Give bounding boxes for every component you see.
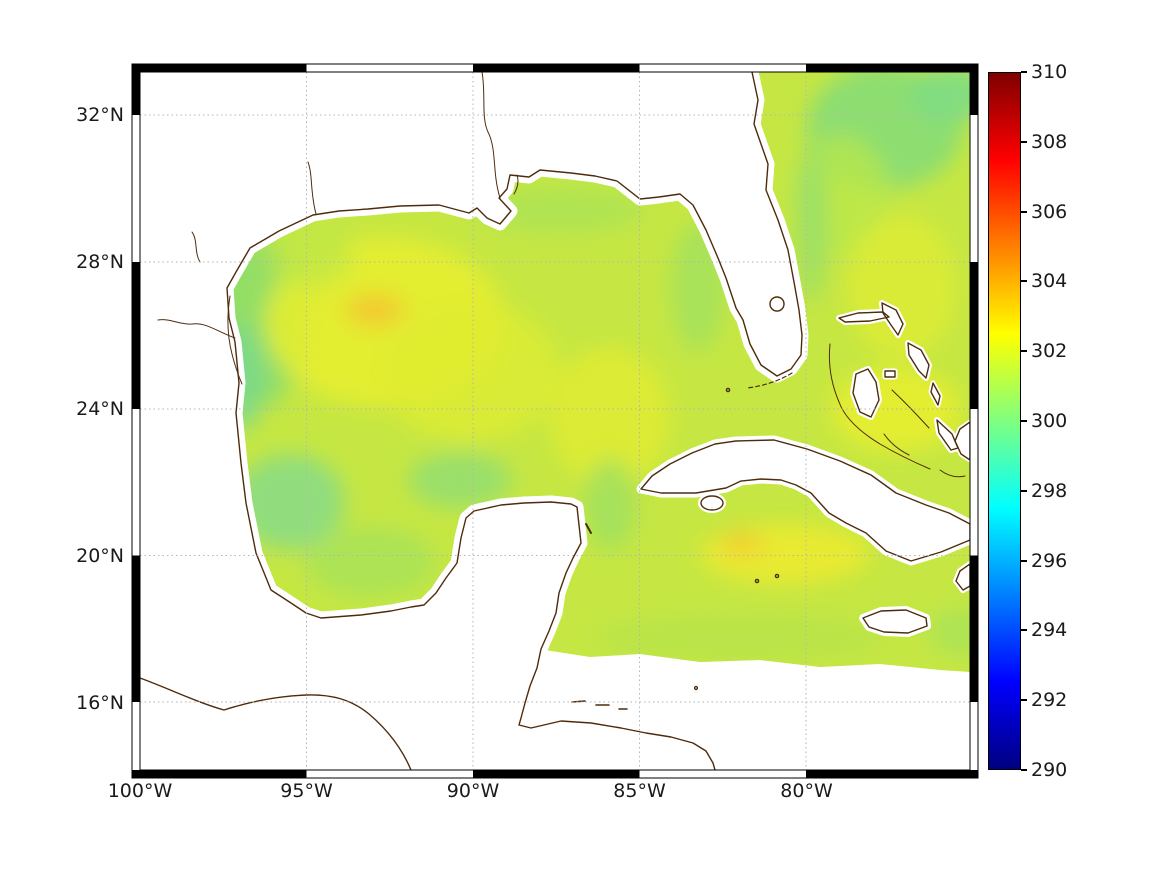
- colorbar-tick-mark: [1021, 350, 1027, 353]
- y-tick-label: 28°N: [76, 251, 124, 273]
- colorbar-tick-mark: [1021, 629, 1027, 632]
- coastlines: [139, 71, 971, 771]
- x-tick-label: 90°W: [446, 780, 500, 802]
- colorbar: [988, 72, 1021, 770]
- colorbar-tick-label: 306: [1031, 200, 1068, 223]
- colorbar-tick-label: 310: [1031, 61, 1068, 83]
- colorbar-tick-mark: [1021, 559, 1027, 562]
- y-tick-label: 32°N: [76, 104, 124, 126]
- colorbar-tick-label: 298: [1031, 479, 1068, 502]
- colorbar-tick-mark: [1021, 420, 1027, 422]
- exuma-chain: [891, 389, 930, 429]
- colorbar-tick-mark: [1021, 489, 1027, 492]
- bahama-bank-edge: [828, 343, 931, 470]
- colorbar-tick-mark: [1021, 769, 1027, 771]
- colorbar-tick-mark: [1021, 140, 1027, 143]
- cozumel-island: [585, 523, 592, 534]
- colorbar-tick-label: 304: [1031, 270, 1068, 293]
- barrier-island-chandeleur: [513, 174, 519, 195]
- y-tick-label: 20°N: [76, 545, 124, 567]
- y-tick-label: 24°N: [76, 398, 124, 420]
- map-plot: [131, 63, 979, 779]
- x-tick-label: 80°W: [780, 780, 833, 802]
- colorbar-tick-label: 294: [1031, 619, 1068, 642]
- map-frame: [131, 63, 979, 779]
- colorbar-tick-label: 308: [1031, 130, 1068, 153]
- colorbar-tick-label: 290: [1031, 759, 1068, 781]
- river-texas: [307, 161, 317, 215]
- river-mississippi: [481, 71, 501, 199]
- x-tick-label: 100°W: [107, 780, 173, 802]
- river-west: [191, 231, 201, 263]
- colorbar-tick-label: 292: [1031, 689, 1068, 712]
- swan-island: [693, 685, 699, 691]
- colorbar-tick-mark: [1021, 280, 1027, 283]
- barrier-island-padre: [227, 295, 243, 385]
- bay-islands: [571, 700, 628, 710]
- colorbar-tick-mark: [1021, 210, 1027, 213]
- cayman-island-2: [774, 573, 780, 579]
- lake-okeechobee: [769, 296, 785, 312]
- cayman-island: [754, 578, 760, 584]
- river-rio-grande: [157, 319, 236, 339]
- x-tick-label: 95°W: [280, 780, 333, 802]
- y-tick-label: 16°N: [76, 692, 124, 714]
- colorbar-tick-mark: [1021, 699, 1027, 702]
- coastline-pacific: [139, 677, 412, 771]
- colorbar-tick-mark: [1021, 71, 1027, 73]
- colorbar-tick-label: 302: [1031, 340, 1068, 363]
- dry-tortugas: [725, 387, 731, 393]
- colorbar-tick-label: 296: [1031, 549, 1068, 572]
- florida-keys: [746, 372, 793, 389]
- gridlines: [140, 72, 970, 770]
- x-tick-label: 85°W: [613, 780, 666, 802]
- colorbar-tick-label: 300: [1031, 410, 1068, 432]
